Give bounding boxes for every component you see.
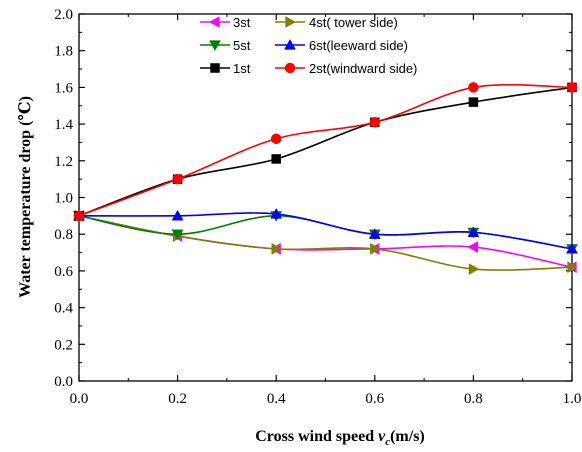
y-tick-label: 1.2 xyxy=(54,154,73,170)
data-point xyxy=(271,154,281,164)
data-point xyxy=(566,242,578,254)
data-point xyxy=(270,133,282,145)
data-point xyxy=(468,263,480,275)
legend-marker xyxy=(209,40,221,52)
data-point xyxy=(369,117,381,128)
legend-marker xyxy=(284,38,296,50)
legend-label: 1st xyxy=(233,61,251,76)
legend-label: 5st xyxy=(233,38,251,53)
y-tick-label: 0.8 xyxy=(54,227,73,243)
y-tick-label: 1.4 xyxy=(54,117,73,133)
data-point xyxy=(270,208,283,219)
legend-label: 4st( tower side) xyxy=(309,15,398,30)
x-axis-title: Cross wind speed vc(m/s) xyxy=(255,428,425,448)
data-point xyxy=(566,82,578,93)
legend-item: 6st(leeward side) xyxy=(275,38,408,53)
series-2st-windward-side xyxy=(73,82,578,222)
legend-marker xyxy=(285,16,297,28)
series-line xyxy=(78,215,573,250)
y-tick-label: 1.6 xyxy=(54,80,73,96)
legend: 3st 4st( tower side) 5st 6st(leeward side) 1… xyxy=(200,15,417,76)
y-tick-label: 1.8 xyxy=(54,44,73,60)
data-point xyxy=(73,210,85,222)
x-axis-title-unit: (m/s) xyxy=(390,428,425,445)
x-tick-label: 0.4 xyxy=(267,391,286,407)
series-6st-leeward-side xyxy=(73,208,578,254)
data-point xyxy=(468,97,479,107)
y-tick-label: 2.0 xyxy=(54,7,73,23)
data-point xyxy=(172,173,183,185)
series-1st xyxy=(74,82,577,221)
data-point xyxy=(468,82,479,93)
data-point xyxy=(467,241,479,253)
series-layer xyxy=(72,82,579,275)
y-tick-label: 0.0 xyxy=(54,374,73,390)
legend-item: 2st(windward side) xyxy=(275,61,417,76)
data-point xyxy=(567,261,579,274)
y-tick-label: 0.6 xyxy=(54,264,73,280)
legend-item: 1st xyxy=(200,61,251,76)
legend-marker xyxy=(284,62,296,74)
data-point xyxy=(368,228,381,239)
series-line xyxy=(78,86,573,217)
legend-item: 3st xyxy=(200,15,251,30)
x-tick-label: 1.0 xyxy=(563,391,582,407)
legend-item: 5st xyxy=(200,38,251,53)
legend-label: 6st(leeward side) xyxy=(309,38,408,53)
legend-label: 3st xyxy=(233,15,251,30)
series-3st xyxy=(72,209,577,274)
y-tick-label: 0.4 xyxy=(54,301,73,317)
series-line xyxy=(78,212,573,250)
y-tick-label: 1.0 xyxy=(54,191,73,207)
legend-label: 2st(windward side) xyxy=(309,61,417,76)
data-point xyxy=(171,229,184,241)
legend-item: 4st( tower side) xyxy=(275,15,398,30)
legend-marker xyxy=(210,63,220,73)
legend-marker xyxy=(208,16,220,28)
x-axis-title-var: v xyxy=(378,428,386,445)
x-axis-title-sub: c xyxy=(385,436,390,448)
x-tick-label: 0.8 xyxy=(464,391,483,407)
data-point xyxy=(171,209,184,221)
axis-ticks: 0.0 0.2 0.4 0.6 0.8 1.0 1.2 1.4 1.6 1.8 2.0 0.0 0.2 0… xyxy=(54,7,581,407)
data-point xyxy=(467,226,480,238)
data-point xyxy=(370,242,381,255)
x-tick-label: 0.0 xyxy=(70,391,89,407)
y-axis-title: Water temperature drop (℃) xyxy=(17,96,34,298)
series-4st-tower-side xyxy=(74,209,579,275)
x-tick-label: 0.6 xyxy=(365,391,384,407)
x-axis-title-main: Cross wind speed xyxy=(255,428,378,445)
x-tick-label: 0.2 xyxy=(168,391,187,407)
data-point xyxy=(271,242,283,255)
y-tick-label: 0.2 xyxy=(54,337,73,353)
series-line xyxy=(78,84,573,217)
